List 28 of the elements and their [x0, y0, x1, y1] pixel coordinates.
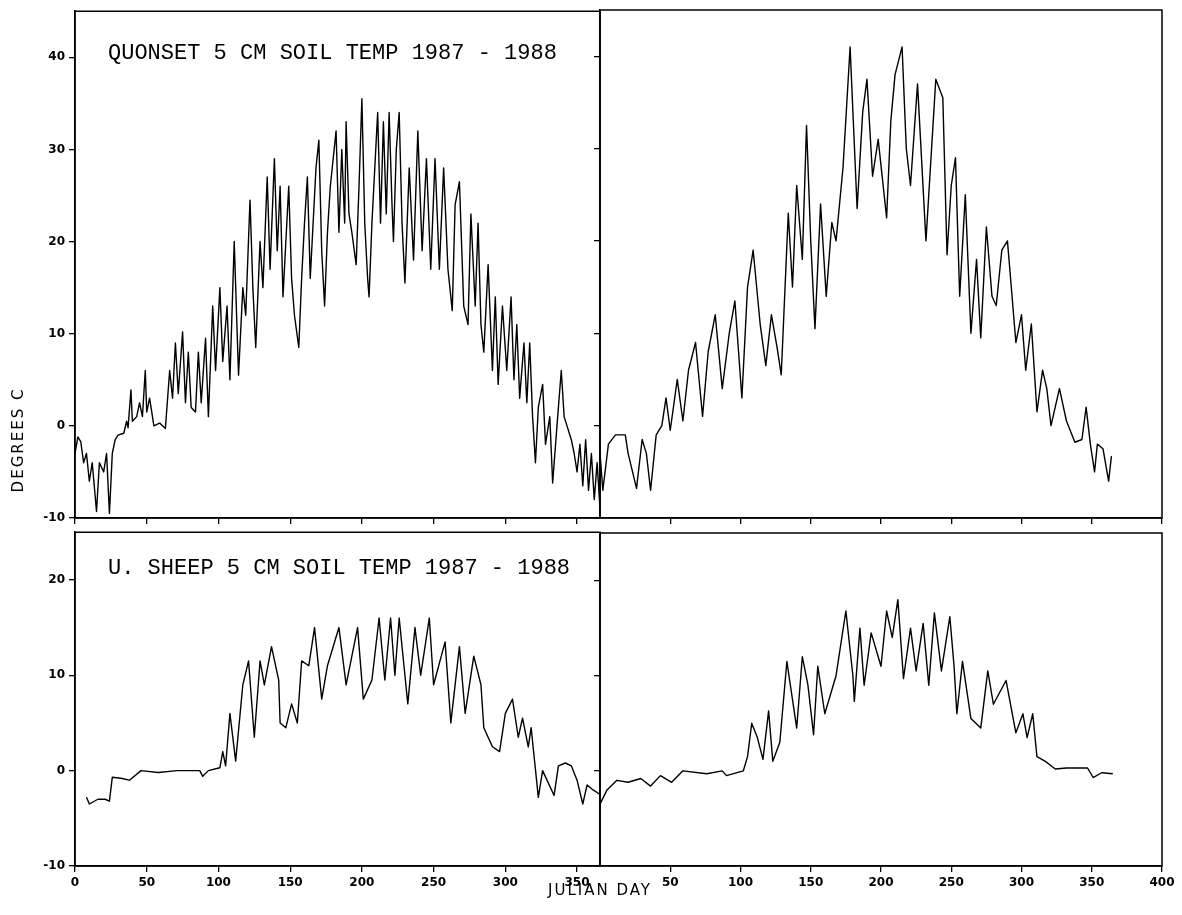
- y-tick-label: 10: [48, 667, 65, 682]
- x-tick-label: 150: [798, 875, 824, 890]
- text: U. SHEEP 5 CM SOIL TEMP 1987 - 1988: [108, 556, 571, 582]
- x-tick-label: 150: [277, 875, 303, 890]
- text: QUONSET 5 CM SOIL TEMP 1987 - 1988: [108, 41, 557, 67]
- x-tick-label: 0: [70, 875, 80, 890]
- y-tick-label: 10: [48, 325, 65, 340]
- x-tick-label: 100: [727, 875, 754, 890]
- x-tick-label: 100: [205, 875, 231, 890]
- y-tick-label: -10: [43, 510, 65, 525]
- y-tick-label: 0: [56, 762, 65, 777]
- x-tick-label: 200: [349, 875, 375, 890]
- x-tick-label: 200: [868, 875, 894, 890]
- y-tick-label: 0: [56, 417, 65, 432]
- x-tick-label: 300: [1008, 875, 1035, 890]
- x-tick-label: 250: [938, 875, 964, 890]
- x-tick-label: 250: [421, 875, 447, 890]
- y-tick-label: -10: [43, 858, 65, 873]
- x-tick-label: 50: [661, 875, 679, 890]
- x-tick-label: 300: [492, 875, 518, 890]
- x-tick-label: 400: [1149, 875, 1175, 890]
- y-tick-label: 30: [48, 141, 65, 156]
- x-tick-label: 350: [1079, 875, 1105, 890]
- y-tick-label: 40: [48, 49, 65, 64]
- y-tick-label: 20: [48, 572, 65, 587]
- y-tick-label: 20: [48, 233, 65, 248]
- y-axis-title: DEGREES C: [9, 387, 27, 493]
- x-tick-label: 50: [138, 875, 156, 890]
